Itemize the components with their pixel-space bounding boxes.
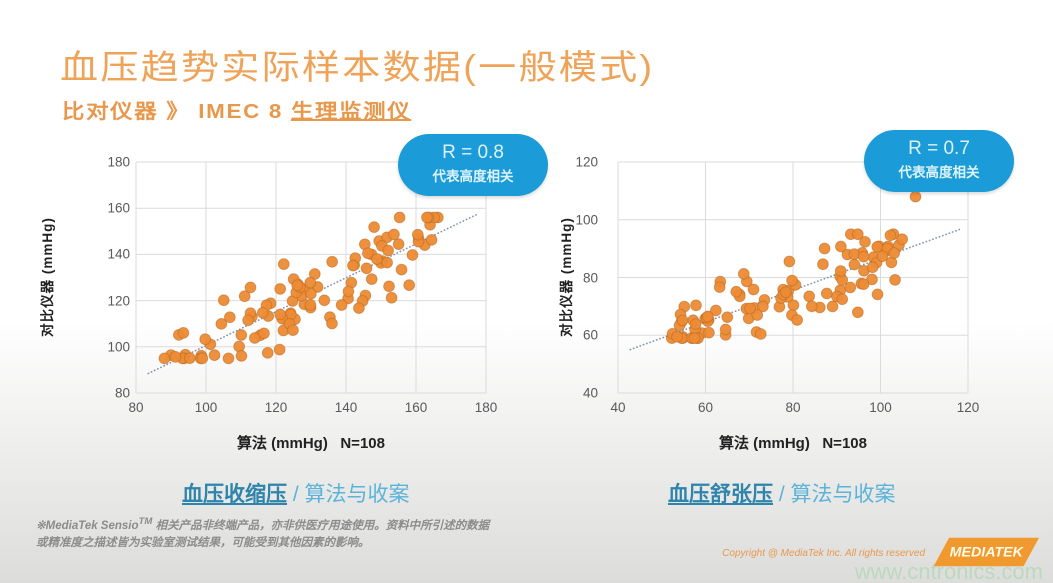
svg-text:MEDIATEK: MEDIATEK xyxy=(950,544,1025,560)
